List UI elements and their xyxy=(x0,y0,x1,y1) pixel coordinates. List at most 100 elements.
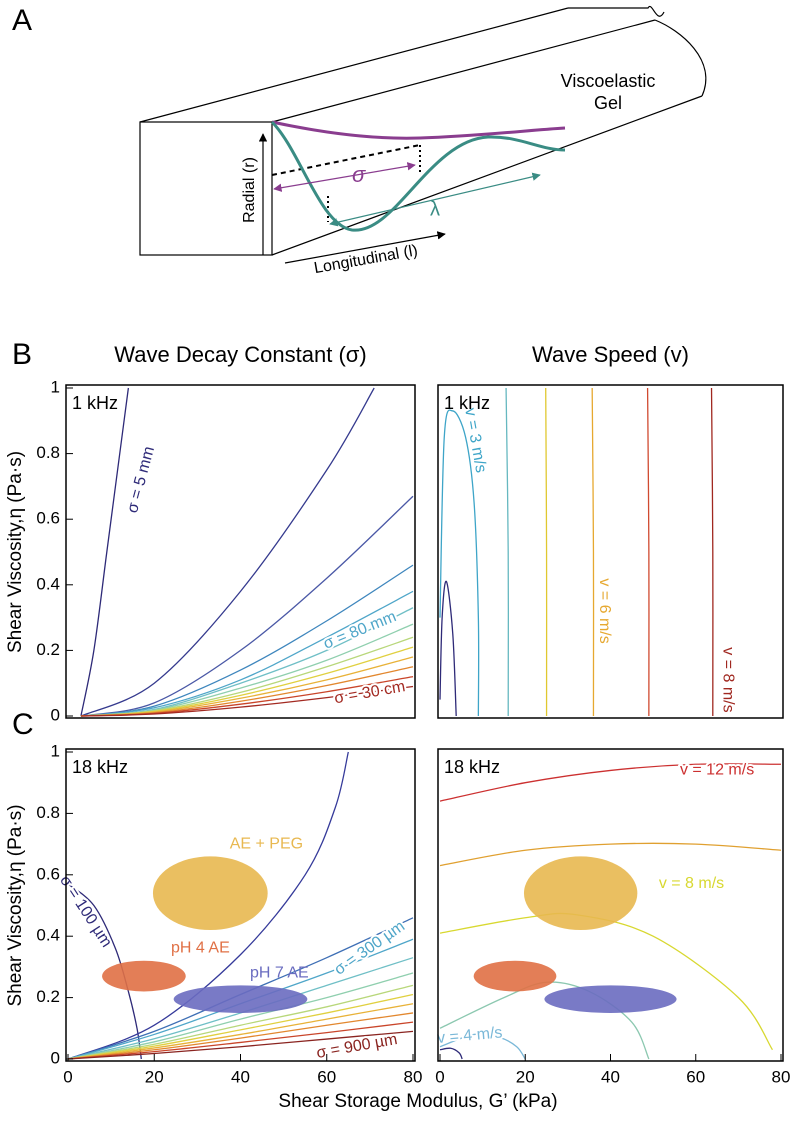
y-tick-label: 0.2 xyxy=(36,640,60,659)
decay-envelope xyxy=(271,120,566,140)
contour-line xyxy=(439,1047,463,1060)
plot: v = 3 m/s v = 6 m/s v = 8 m/s 1 kHz Wave Spe… xyxy=(437,342,784,719)
contour-line xyxy=(80,685,414,717)
frequency-label: 1 kHz xyxy=(72,393,118,413)
plot-area xyxy=(439,387,714,717)
contour-line xyxy=(67,751,349,1060)
contour-label: σ = 900 µm xyxy=(315,1031,399,1062)
contour-line xyxy=(80,387,375,717)
y-axis-label: Shear Viscosity,η (Pa·s) xyxy=(5,804,26,1006)
contour-line xyxy=(710,387,714,717)
contour-line xyxy=(67,993,414,1060)
contour-line xyxy=(67,972,414,1060)
sample-region xyxy=(523,856,638,931)
decay-arrow xyxy=(273,162,416,192)
contour-label: σ = 300 µm xyxy=(331,918,408,979)
contour-line xyxy=(80,564,414,717)
plot-area xyxy=(439,763,782,1060)
contour-label: v = 3 m/s xyxy=(461,407,489,474)
radial-label: Radial (r) xyxy=(241,157,258,223)
x-tick-label: 0 xyxy=(63,1067,72,1086)
contour-line xyxy=(80,495,414,717)
panel-label: B xyxy=(12,338,32,371)
contour-line xyxy=(439,1033,526,1060)
wavelength-symbol: λ xyxy=(430,198,440,220)
contour-label: v = 8 m/s xyxy=(659,875,724,892)
contour-line xyxy=(67,1030,414,1060)
y-tick-label: 0.6 xyxy=(36,864,60,883)
contour-line xyxy=(67,957,414,1060)
y-tick-label: 1 xyxy=(51,377,60,396)
contour-line xyxy=(505,387,510,717)
frequency-label: 1 kHz xyxy=(444,393,490,413)
front-face xyxy=(139,121,273,256)
contour-line xyxy=(439,580,457,717)
contour-line xyxy=(439,842,782,867)
edge xyxy=(271,95,703,256)
contour-line xyxy=(439,981,650,1060)
sample-region xyxy=(173,985,308,1013)
contour-label: v = 4 m/s xyxy=(437,1024,504,1047)
longitudinal-arrow xyxy=(284,231,446,264)
chart-title: Wave Decay Constant (σ) xyxy=(114,342,366,367)
contour-label: v = 12 m/s xyxy=(680,762,754,779)
sample-region xyxy=(473,960,557,992)
x-tick-label: 20 xyxy=(516,1067,535,1086)
panel-label: A xyxy=(12,4,32,37)
y-tick-label: 0.2 xyxy=(36,987,60,1006)
edge xyxy=(139,7,569,123)
y-tick-label: 0 xyxy=(51,1048,60,1067)
x-tick-label: 0 xyxy=(435,1067,444,1086)
contour-line xyxy=(439,409,480,717)
contour-line xyxy=(67,984,414,1060)
plot-frame xyxy=(65,384,416,719)
contour-line xyxy=(439,912,774,1051)
x-tick-label: 60 xyxy=(317,1067,336,1086)
x-tick-label: 60 xyxy=(686,1067,705,1086)
plot-area xyxy=(67,751,414,1060)
contour-label: v = 8 m/s xyxy=(719,647,736,712)
material-label: Viscoelastic xyxy=(561,71,656,91)
x-tick-label: 80 xyxy=(772,1067,791,1086)
frequency-label: 18 kHz xyxy=(72,757,128,777)
contour-line xyxy=(591,387,595,717)
y-tick-label: 0.8 xyxy=(36,803,60,822)
contour-line xyxy=(67,1012,414,1060)
region-label: pH 7 AE xyxy=(250,964,309,981)
material-label: Gel xyxy=(594,93,622,113)
plot-area xyxy=(80,387,414,717)
y-tick-label: 0.6 xyxy=(36,509,60,528)
region-label: AE + PEG xyxy=(230,835,303,852)
contour-line xyxy=(80,387,130,717)
plot: σ = 5 mmσ = 80 mmσ = 30 cm00.20.40.60.81… xyxy=(5,342,416,724)
x-axis-label: Shear Storage Modulus, G’ (kPa) xyxy=(278,1091,557,1112)
x-tick-label: 40 xyxy=(601,1067,620,1086)
plot: v = 4 m/s v = 8 m/s v = 12 m/s 0 20 40 60 80 18 … xyxy=(435,748,791,1086)
decay-symbol: σ xyxy=(352,162,366,187)
frequency-label: 18 kHz xyxy=(444,757,500,777)
contour-line xyxy=(67,1021,414,1060)
contour-label: v = 6 m/s xyxy=(596,578,613,643)
plot: AE + PEG pH 4 AE pH 7 AE σ = 100 µm σ = 300 … xyxy=(5,741,422,1086)
region-label: pH 4 AE xyxy=(171,940,230,957)
y-tick-label: 1 xyxy=(51,741,60,760)
y-tick-label: 0.4 xyxy=(36,574,60,593)
sample-region xyxy=(544,985,677,1013)
edge xyxy=(654,19,707,97)
sample-region xyxy=(152,856,268,931)
contour-line xyxy=(545,387,548,717)
sample-region xyxy=(102,960,186,992)
x-tick-label: 40 xyxy=(231,1067,250,1086)
x-tick-label: 20 xyxy=(145,1067,164,1086)
dotted-line xyxy=(327,145,421,222)
gel-diagram xyxy=(139,5,707,264)
edge xyxy=(271,19,656,123)
y-tick-label: 0.4 xyxy=(36,926,60,945)
contour-line xyxy=(67,1003,414,1060)
panel-label: C xyxy=(12,708,34,741)
contour-line xyxy=(439,763,782,802)
contour-label: σ = 100 µm xyxy=(56,873,115,951)
contour-line xyxy=(646,387,650,717)
plot-frame xyxy=(437,384,784,719)
